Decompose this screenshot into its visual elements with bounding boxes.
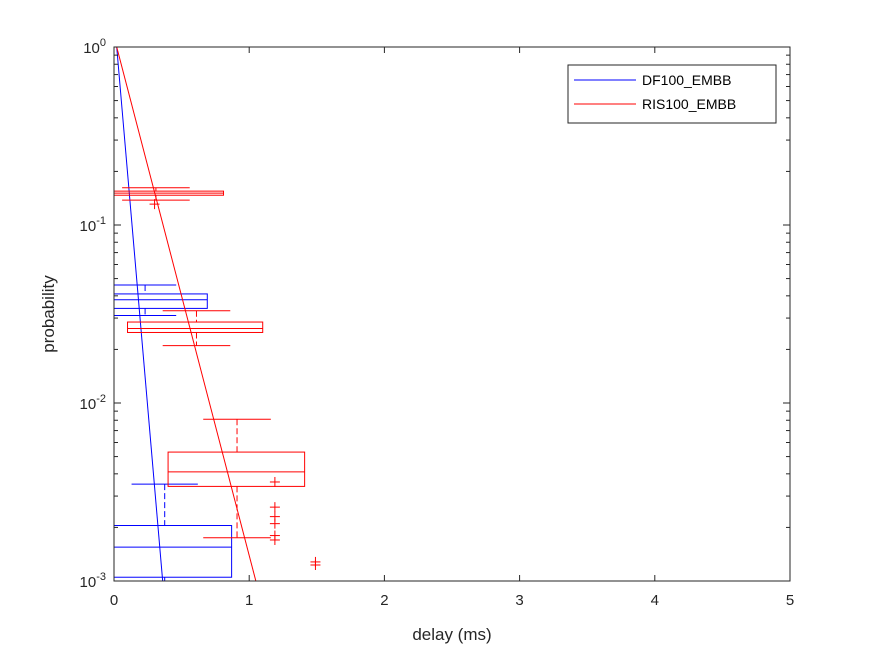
boxplot-outlier [310,559,321,570]
y-tick-label-exponent: -3 [96,571,106,583]
boxplot-2 [167,418,321,570]
boxplot-outlier [149,199,160,210]
boxplot-box [114,293,208,309]
x-tick-label: 3 [515,592,523,609]
x-tick-label: 0 [110,592,118,609]
boxplot-1 [127,310,264,347]
series-fit-line [116,47,257,581]
boxplot-box [167,451,306,487]
x-tick-label: 1 [245,592,253,609]
boxplot-box [127,321,264,333]
x-tick-label: 2 [380,592,388,609]
boxplot-0 [114,284,208,317]
y-tick-label: 10-2 [80,393,106,413]
y-axis-title: probability [39,275,58,353]
boxplot-outlier [269,534,280,545]
boxplot-1 [114,483,233,581]
y-tick-label: 10-3 [80,571,106,591]
legend: DF100_EMBB RIS100_EMBB [567,64,777,124]
y-tick-label-exponent: 0 [100,37,106,49]
plot-area [114,47,321,581]
boxplot-outlier [269,502,280,513]
series-fit-line [116,47,164,581]
plot-content [114,47,321,581]
x-axis-title: delay (ms) [412,625,491,644]
y-tick-label-base: 10 [80,396,97,413]
y-tick-label-base: 10 [83,40,100,57]
boxplot-box [114,525,233,578]
legend-entry: RIS100_EMBB [574,96,736,112]
y-tick-label-exponent: -1 [96,215,106,227]
boxplot-outlier [269,518,280,529]
boxplot-0 [114,187,225,210]
series-RIS100_EMBB [114,47,321,581]
legend-label: RIS100_EMBB [642,96,736,112]
x-tick-label: 5 [786,592,794,609]
y-tick-label-base: 10 [80,218,97,235]
series-DF100_EMBB [114,47,233,581]
legend-entry: DF100_EMBB [574,72,731,88]
legend-label: DF100_EMBB [642,72,731,88]
y-tick-label: 100 [83,37,106,57]
axes-box [113,46,791,582]
y-tick-label-base: 10 [80,574,97,591]
x-tick-label: 4 [651,592,659,609]
legend-box [567,64,777,124]
boxplot-outlier [269,476,280,487]
y-tick-label: 10-1 [80,215,106,235]
y-tick-label-exponent: -2 [96,393,106,405]
